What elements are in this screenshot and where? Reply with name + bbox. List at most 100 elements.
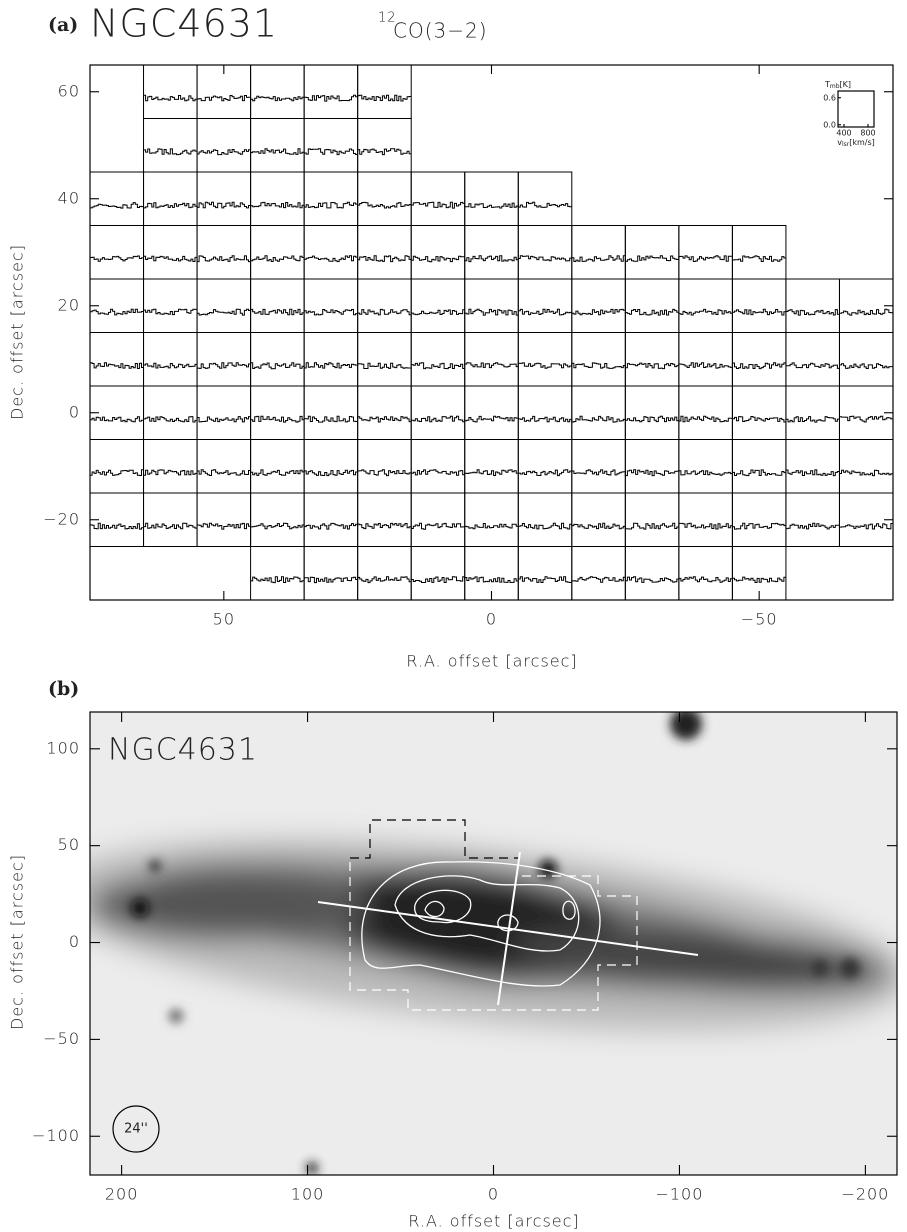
inset-y-label: Tmb[K] (824, 80, 851, 90)
y-tick-label: 0 (69, 402, 80, 421)
spectrum (196, 522, 251, 530)
spectrum (250, 95, 305, 102)
pointing-cell (785, 385, 840, 440)
spectrum (624, 308, 679, 316)
pointing-cell (303, 439, 359, 494)
spectrum (357, 94, 412, 102)
inset-y-tick-label: 0.0 (823, 120, 836, 129)
spectrum (731, 308, 786, 316)
pointing-cell (571, 546, 626, 601)
pointing-cell (410, 385, 466, 440)
pointing-cell (143, 439, 198, 494)
spectrum (517, 522, 572, 530)
pointing-cell (624, 385, 680, 440)
axis-lines (317, 851, 699, 1006)
pointing-cell (731, 385, 787, 440)
spectrum (143, 469, 198, 476)
spectrum (196, 416, 251, 423)
pointing-cell (731, 278, 787, 333)
pointing-cell (196, 278, 252, 333)
galaxy-image (90, 712, 897, 1175)
pointing-cell (89, 332, 145, 387)
inset-x-label: vlsr[km/s] (837, 138, 875, 148)
spectrum (89, 308, 144, 316)
spectrum (517, 255, 572, 262)
spectrum (571, 255, 626, 262)
spectrum (89, 469, 144, 476)
pointing-cell (410, 171, 466, 226)
spectrum (678, 255, 733, 262)
spectrum (143, 148, 198, 156)
pointing-cell (410, 546, 466, 601)
x-tick-label: 0 (486, 610, 497, 629)
spectrum (571, 469, 626, 476)
spectrum (143, 416, 198, 423)
pointing-cell (678, 332, 733, 387)
pointing-cell (143, 278, 198, 333)
x-tick-label: 200 (105, 1185, 139, 1204)
spectrum (517, 201, 572, 208)
y-axis-label: Dec. offset [arcsec] (8, 854, 27, 1030)
y-axis-label: Dec. offset [arcsec] (8, 244, 27, 420)
spectrum (410, 309, 465, 316)
spectrum (731, 416, 786, 423)
pointing-cell (303, 492, 359, 547)
spectrum (143, 522, 198, 530)
pointing-cell (571, 225, 626, 280)
pointing-cell (624, 439, 680, 494)
spectrum (250, 255, 305, 262)
pointing-cell (357, 546, 412, 601)
spectrum (785, 469, 840, 477)
pointing-cell (410, 332, 466, 387)
pointing-cell (464, 332, 519, 387)
pointing-cell (250, 225, 305, 280)
spectrum (196, 149, 251, 156)
pointing-cell (357, 332, 412, 387)
spectrum (678, 470, 733, 476)
spectrum (303, 148, 358, 156)
y-tick-label: 100 (46, 738, 80, 757)
pointing-cell (196, 439, 252, 494)
spectrum (785, 362, 840, 369)
spectrum (838, 308, 893, 316)
pointing-cell (196, 118, 252, 173)
spectrum (303, 415, 358, 423)
spectrum (571, 362, 626, 369)
pointing-cell (303, 64, 359, 119)
spectrum (357, 416, 412, 423)
spectrum (357, 148, 412, 156)
spectrum (624, 362, 679, 370)
pointing-cell (624, 332, 680, 387)
pointing-cell (517, 439, 573, 494)
image-title: NGC4631 (108, 733, 258, 768)
spectrum (517, 576, 572, 583)
pointing-cell (785, 278, 840, 333)
pointing-cell (196, 492, 252, 547)
spectrum (838, 415, 893, 423)
pointing-cell (410, 492, 466, 547)
spectrum (250, 148, 305, 155)
spectrum (624, 522, 679, 530)
pointing-cell (89, 439, 145, 494)
spectrum (731, 576, 786, 583)
y-tick-label: −100 (32, 1126, 80, 1145)
panel-label: (b) (48, 678, 79, 700)
pointing-cell (624, 278, 680, 333)
pointing-cell (143, 332, 198, 387)
spectrum (517, 415, 572, 423)
pointing-cell (143, 171, 198, 226)
pointing-cell (517, 385, 573, 440)
pointing-cell (357, 225, 412, 280)
spectrum (571, 522, 626, 530)
pointing-cell (464, 225, 519, 280)
inset-y-tick-label: 0.6 (823, 93, 836, 102)
pointing-cell (303, 171, 359, 226)
pointing-cell (838, 492, 894, 547)
x-axis-label: R.A. offset [arcsec] (408, 1212, 579, 1231)
y-tick-label: −50 (43, 1029, 80, 1048)
spectrum (517, 469, 572, 477)
inset-y-label-part: T (824, 80, 830, 89)
spectrum (89, 362, 144, 369)
pointing-cell (571, 278, 626, 333)
pointing-cell (303, 332, 359, 387)
